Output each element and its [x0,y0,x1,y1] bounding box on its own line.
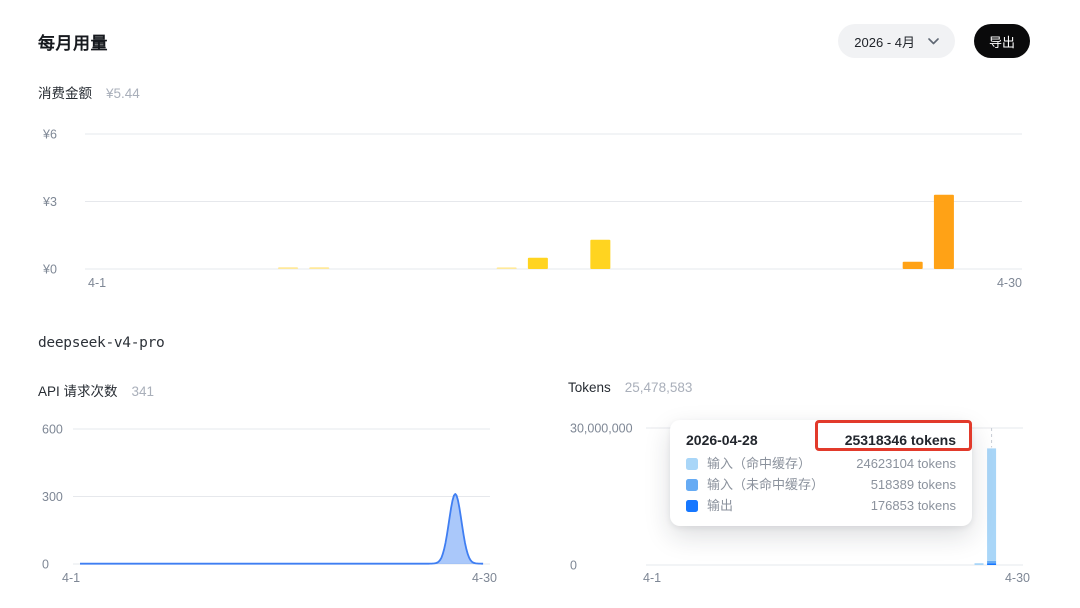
axis-tick-label: 0 [42,558,49,572]
tokens-label: Tokens [568,380,611,395]
x-axis-end-label: 4-30 [472,571,497,585]
page-title: 每月用量 [38,34,108,53]
series-swatch-icon [686,457,698,470]
series-label: 输入（命中缓存） [707,456,812,471]
monthly-cost-chart[interactable]: ¥0 ¥3 ¥6 4-1 4-30 [0,118,1080,303]
series-label: 输入（未命中缓存） [707,477,825,492]
token-bar-segment[interactable] [974,563,984,565]
axis-tick-label: ¥3 [42,195,57,209]
series-swatch-icon [686,499,698,512]
cost-label: 消费金额 [38,86,92,101]
token-bar-segment[interactable] [987,448,997,561]
axis-tick-label: 0 [570,559,577,573]
month-selector-label: 2026 - 4月 [854,34,915,50]
series-label: 输出 [707,498,734,513]
cost-bar[interactable] [309,267,330,269]
tooltip-header: 2026-04-28 25318346 tokens [686,428,956,453]
cost-bar[interactable] [590,239,611,269]
model-name: deepseek-v4-pro [38,335,165,351]
cost-bar[interactable] [902,261,923,269]
x-axis-start-label: 4-1 [643,571,661,585]
requests-line [80,493,484,565]
api-requests-label: API 请求次数 [38,384,118,399]
token-bar-segment[interactable] [987,560,997,564]
tooltip-total: 25318346 tokens [844,432,956,448]
series-value: 176853 tokens [870,498,956,513]
tooltip-row: 输出 176853 tokens [686,495,956,516]
axis-tick-label: ¥0 [42,263,57,277]
series-value: 24623104 tokens [856,456,956,471]
cost-bar[interactable] [527,257,548,269]
export-button[interactable]: 导出 [973,24,1030,58]
tokens-chart[interactable]: 0 30,000,000 4-1 4-30 [540,408,1080,608]
cost-bar[interactable] [278,267,299,269]
x-axis-end-label: 4-30 [997,276,1022,290]
cost-value: ¥5.44 [106,86,140,101]
tooltip-row: 输入（未命中缓存） 518389 tokens [686,474,956,495]
tokens-value: 25,478,583 [624,380,693,395]
axis-tick-label: 30,000,000 [570,422,633,436]
x-axis-end-label: 4-30 [1005,571,1030,585]
tooltip-date: 2026-04-28 [686,432,758,448]
tooltip-rows: 输入（命中缓存） 24623104 tokens 输入（未命中缓存） 518389 t… [686,453,956,516]
series-value: 518389 tokens [870,477,956,492]
x-axis-start-label: 4-1 [88,276,106,290]
cost-bar[interactable] [933,194,954,269]
x-axis-start-label: 4-1 [62,571,80,585]
api-requests-value: 341 [131,384,155,399]
axis-tick-label: 600 [42,423,63,437]
token-bar-segment[interactable] [987,563,997,565]
api-requests-stat: API 请求次数 341 [38,380,154,400]
axis-tick-label: 300 [42,490,63,504]
api-requests-chart[interactable]: 0 300 600 4-1 4-30 [0,408,540,608]
header-controls: 2026 - 4月 导出 [838,24,1030,58]
tokens-stat: Tokens 25,478,583 [568,380,692,395]
cost-bar[interactable] [496,267,517,269]
requests-area [80,493,484,564]
series-swatch-icon [686,478,698,491]
chevron-down-icon [928,37,939,45]
axis-tick-label: ¥6 [42,128,57,142]
month-selector-button[interactable]: 2026 - 4月 [838,24,955,58]
tooltip-row: 输入（命中缓存） 24623104 tokens [686,453,956,474]
tokens-tooltip: 2026-04-28 25318346 tokens 输入（命中缓存） 24623… [670,420,972,526]
cost-stat: 消费金额 ¥5.44 [38,82,140,102]
